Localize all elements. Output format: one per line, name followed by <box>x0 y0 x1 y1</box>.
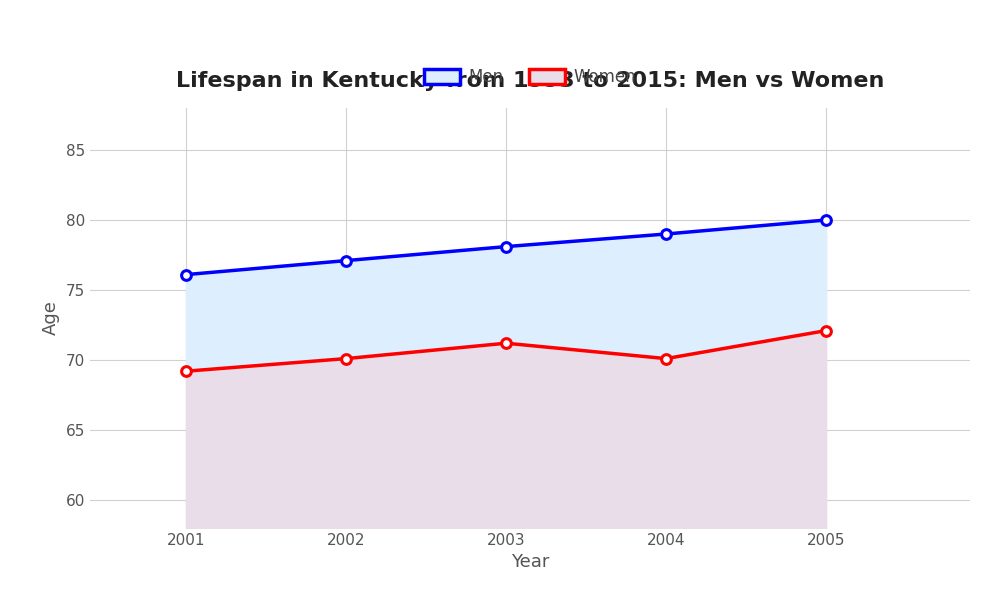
Legend: Men, Women: Men, Women <box>417 62 643 93</box>
Y-axis label: Age: Age <box>42 301 60 335</box>
Title: Lifespan in Kentucky from 1993 to 2015: Men vs Women: Lifespan in Kentucky from 1993 to 2015: … <box>176 71 884 91</box>
X-axis label: Year: Year <box>511 553 549 571</box>
